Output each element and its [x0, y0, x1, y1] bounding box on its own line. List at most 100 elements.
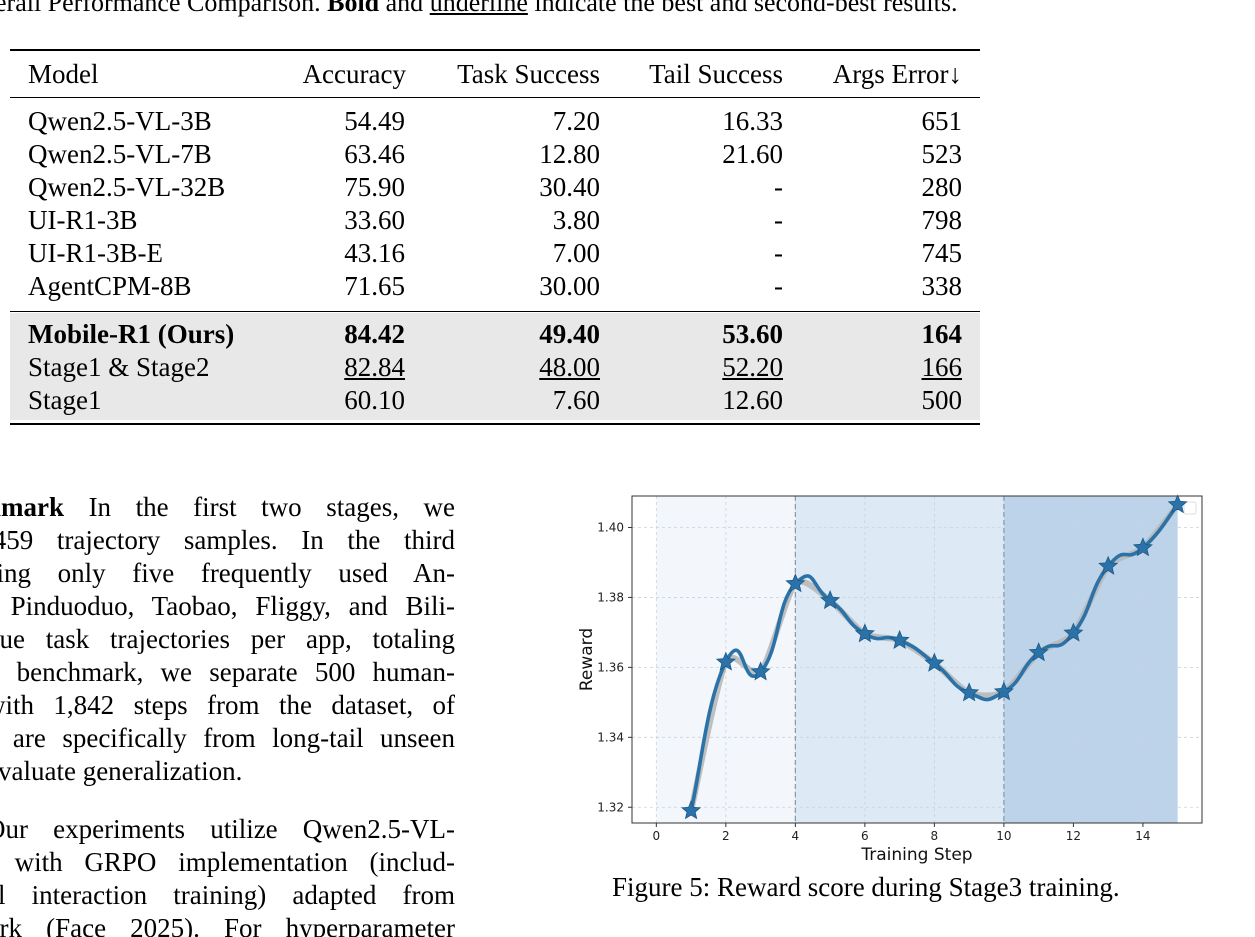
reward-point-star [715, 651, 736, 671]
text-line: with 1,842 steps from the dataset, of [0, 690, 455, 720]
paragraph-heading: nmark [0, 492, 65, 522]
reward-point-star [820, 590, 841, 610]
legend-box [1183, 501, 1197, 515]
text-line: sing only five frequently used An- [0, 558, 455, 588]
table-row: Qwen2.5-VL-3B 54.49 7.20 16.33 651 [10, 105, 980, 138]
cell-accuracy: 54.49 [344, 106, 405, 136]
cell-accuracy: 63.46 [344, 139, 405, 169]
cell-task-success: 12.80 [539, 139, 600, 169]
table-row: Mobile-R1 (Ours) 84.42 49.40 53.60 164 [10, 318, 980, 351]
x-tick-label: 12 [1066, 829, 1081, 843]
reward-point-star [785, 573, 806, 593]
y-tick-label: 1.32 [597, 800, 624, 814]
y-axis-label: Reward [577, 628, 597, 691]
x-tick-label: 8 [931, 829, 939, 843]
header-tail-success: Tail Success [649, 59, 783, 89]
plot-frame [631, 495, 1203, 824]
x-tick-label: 2 [722, 829, 730, 843]
reward-point-star [681, 800, 702, 820]
header-accuracy: Accuracy [302, 59, 406, 89]
cell-tail-success: - [774, 238, 783, 268]
cell-tail-success: - [774, 172, 783, 202]
cell-args-error: 745 [921, 238, 963, 268]
caption-bold-word: Bold [327, 0, 380, 17]
x-tick-label: 0 [653, 829, 661, 843]
figure-caption: Figure 5: Reward score during Stage3 tra… [612, 872, 1120, 902]
cell-task-success: 3.80 [552, 205, 600, 235]
reward-line [689, 502, 1180, 813]
cell-task-success: 49.40 [539, 319, 600, 349]
cell-model: Qwen2.5-VL-32B [28, 172, 226, 202]
cell-model: Stage1 & Stage2 [28, 352, 210, 382]
caption-prefix: verall Performance Comparison. [0, 0, 328, 17]
table-header-row: Model Accuracy Task Success Tail Success… [10, 58, 980, 91]
text-line: evaluate generalization. [0, 756, 243, 786]
cell-args-error: 280 [921, 172, 963, 202]
cell-task-success: 30.40 [539, 172, 600, 202]
cell-accuracy: 75.90 [344, 172, 405, 202]
cell-tail-success: 52.20 [722, 352, 783, 382]
cell-tail-success: - [774, 205, 783, 235]
text-line: n benchmark, we separate 500 human- [0, 657, 455, 687]
cell-tail-success: 21.60 [722, 139, 783, 169]
cell-task-success: 30.00 [539, 271, 600, 301]
cell-accuracy: 43.16 [344, 238, 405, 268]
text-line: , Pinduoduo, Taobao, Fliggy, and Bili- [0, 591, 455, 621]
x-tick-label: 14 [1135, 829, 1150, 843]
paragraph-implementation: Our experiments utilize Qwen2.5-VL-, wit… [0, 813, 455, 937]
text-line: que task trajectories per app, totaling [0, 624, 455, 654]
cell-model: Stage1 [28, 385, 102, 415]
text-line: nmark In the first two stages, we [0, 491, 455, 524]
table-row: Qwen2.5-VL-32B 75.90 30.40 - 280 [10, 171, 980, 204]
text-line: el interaction training) adapted from [0, 880, 455, 910]
reward-chart-svg: 0 2 4 6 8 10 12 14 1.32 1.34 1.36 1.38 1.40 Training … [577, 494, 1203, 865]
text-line: ork (Face 2025). For hyperparameter [0, 913, 455, 937]
y-tick-label: 1.36 [597, 660, 624, 674]
cell-accuracy: 82.84 [344, 352, 405, 382]
table-row: UI-R1-3B-E 43.16 7.00 - 745 [10, 237, 980, 270]
header-model: Model [28, 59, 99, 89]
ours-shading [10, 313, 980, 420]
y-tick-label: 1.40 [597, 520, 624, 534]
reward-point-star [889, 629, 910, 649]
reward-point-star [1063, 622, 1084, 642]
caption-and: and [379, 0, 430, 17]
table-row: Qwen2.5-VL-7B 63.46 12.80 21.60 523 [10, 138, 980, 171]
cell-args-error: 338 [921, 271, 963, 301]
cell-task-success: 7.20 [552, 106, 600, 136]
cell-model: AgentCPM-8B [28, 271, 192, 301]
cell-model: Qwen2.5-VL-3B [28, 106, 212, 136]
cell-accuracy: 71.65 [344, 271, 405, 301]
stage-region [795, 496, 1004, 823]
header-task-success: Task Success [457, 59, 600, 89]
reward-point-star [1028, 642, 1049, 662]
x-tick-label: 4 [792, 829, 800, 843]
table-mid-rule [10, 311, 980, 312]
cell-args-error: 523 [921, 139, 963, 169]
cell-model: UI-R1-3B [28, 205, 138, 235]
cell-tail-success: 53.60 [722, 319, 783, 349]
cell-model: Mobile-R1 (Ours) [28, 319, 235, 349]
text-line: , with GRPO implementation (includ- [0, 847, 455, 877]
cell-task-success: 7.60 [552, 385, 600, 415]
table-row: Stage1 60.10 7.60 12.60 500 [10, 384, 980, 417]
x-tick-label: 10 [996, 829, 1011, 843]
cell-model: Qwen2.5-VL-7B [28, 139, 212, 169]
cell-tail-success: - [774, 271, 783, 301]
table-row: AgentCPM-8B 71.65 30.00 - 338 [10, 270, 980, 303]
table-header-rule [10, 97, 980, 98]
y-tick-label: 1.34 [597, 730, 624, 744]
cell-tail-success: 12.60 [722, 385, 783, 415]
text-line: s are specifically from long-tail unseen [0, 723, 455, 753]
table-bottom-rule [10, 423, 980, 425]
cell-accuracy: 33.60 [344, 205, 405, 235]
cell-task-success: 7.00 [552, 238, 600, 268]
cell-model: UI-R1-3B-E [28, 238, 163, 268]
reward-point-star [924, 652, 945, 672]
table-row: Stage1 & Stage2 82.84 48.00 52.20 166 [10, 351, 980, 384]
cell-args-error: 164 [921, 319, 963, 349]
reward-point-star [993, 681, 1014, 701]
paragraph-benchmark: nmark In the first two stages, we,459 tr… [0, 491, 455, 788]
cell-accuracy: 60.10 [344, 385, 405, 415]
cell-args-error: 500 [921, 385, 963, 415]
